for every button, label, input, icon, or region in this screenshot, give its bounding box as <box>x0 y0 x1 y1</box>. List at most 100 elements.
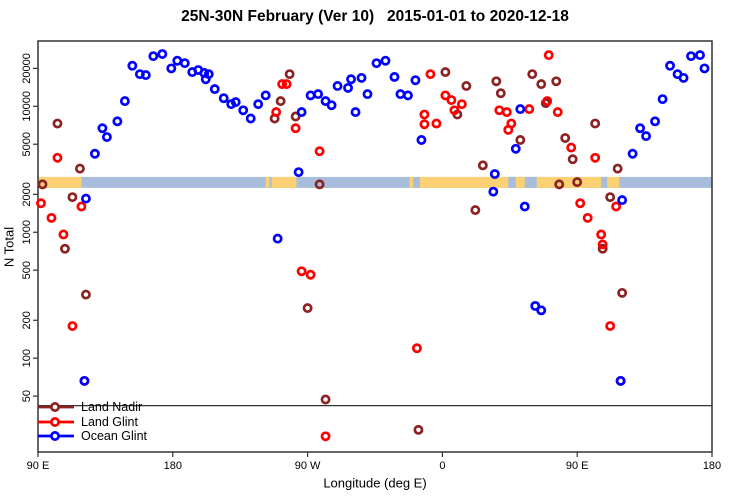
map-band-land <box>38 176 82 188</box>
data-point-land-nadir <box>617 287 628 298</box>
data-point-ocean-glint <box>326 100 337 111</box>
data-point-land-nadir <box>413 424 424 435</box>
data-point-ocean-glint <box>166 63 177 74</box>
map-band-land <box>419 176 620 188</box>
data-point-ocean-glint <box>260 90 271 101</box>
data-point-land-nadir <box>320 394 331 405</box>
data-point-land-glint <box>431 118 442 129</box>
data-point-ocean-glint <box>678 72 689 83</box>
data-point-ocean-glint <box>416 135 427 145</box>
data-point-land-glint <box>419 119 430 130</box>
data-point-ocean-glint <box>238 105 249 116</box>
data-point-ocean-glint <box>157 49 168 59</box>
data-point-ocean-glint <box>101 132 112 143</box>
data-point-land-glint <box>494 105 505 116</box>
map-band-land <box>271 176 297 188</box>
data-point-land-nadir <box>605 192 616 203</box>
legend-item-land-glint: Land Glint <box>38 415 147 430</box>
data-point-land-glint <box>440 90 451 101</box>
data-point-ocean-glint <box>332 81 343 91</box>
map-band-ocean-inlet <box>524 176 537 188</box>
data-point-ocean-glint <box>172 55 183 66</box>
data-point-land-glint <box>597 239 608 250</box>
data-point-land-glint <box>590 152 601 163</box>
data-point-land-glint <box>320 431 331 442</box>
data-point-ocean-glint <box>665 60 676 71</box>
data-point-ocean-glint <box>293 167 304 178</box>
data-point-ocean-glint <box>488 186 499 197</box>
data-point-ocean-glint <box>127 60 138 71</box>
data-point-land-glint <box>58 229 69 240</box>
data-point-land-nadir <box>67 192 78 203</box>
data-point-land-nadir <box>470 205 481 216</box>
data-point-land-glint <box>52 152 63 163</box>
data-point-land-glint <box>446 95 457 106</box>
data-point-land-nadir <box>302 303 313 314</box>
data-point-ocean-glint <box>686 51 696 62</box>
data-point-land-nadir <box>314 179 325 190</box>
data-point-land-nadir <box>461 81 472 91</box>
data-point-land-nadir <box>495 88 506 99</box>
data-point-land-glint <box>271 107 282 118</box>
map-band-land <box>265 176 270 188</box>
data-point-ocean-glint <box>695 50 705 61</box>
data-point-land-nadir <box>37 179 48 190</box>
data-point-land-glint <box>552 107 563 118</box>
y-tick-label: 500 <box>21 261 33 279</box>
data-point-land-nadir <box>290 111 301 122</box>
data-point-land-nadir <box>554 179 565 190</box>
data-point-land-nadir <box>560 133 571 143</box>
data-point-ocean-glint <box>410 75 421 86</box>
x-tick-label: 180 <box>164 460 182 472</box>
data-point-ocean-glint <box>305 90 316 101</box>
data-point-land-glint <box>449 105 460 116</box>
data-point-land-nadir <box>52 118 63 129</box>
legend-item-land-nadir: Land Nadir <box>38 400 147 415</box>
data-point-land-glint <box>543 50 554 61</box>
data-point-ocean-glint <box>148 51 159 62</box>
map-band-ocean-inlet <box>508 176 516 188</box>
data-point-ocean-glint <box>356 72 367 83</box>
data-point-land-glint <box>596 229 607 240</box>
data-point-ocean-glint <box>536 305 547 316</box>
data-point-ocean-glint <box>515 104 526 115</box>
data-point-ocean-glint <box>530 300 541 311</box>
data-point-land-nadir <box>572 177 583 188</box>
x-tick-label: 90 E <box>566 460 589 472</box>
data-point-land-glint <box>281 79 292 90</box>
data-point-ocean-glint <box>635 123 646 134</box>
data-point-land-glint <box>67 321 78 332</box>
plot-box <box>37 40 713 453</box>
data-point-ocean-glint <box>97 123 108 134</box>
data-point-ocean-glint <box>346 74 356 85</box>
y-tick-label: 10000 <box>21 91 33 122</box>
x-tick-label: 90 E <box>27 460 50 472</box>
data-point-land-glint <box>46 212 57 223</box>
data-point-land-glint <box>296 266 307 277</box>
data-point-ocean-glint <box>80 193 91 204</box>
data-point-land-nadir <box>597 243 608 254</box>
data-point-land-glint <box>277 79 288 90</box>
data-point-land-glint <box>456 99 467 110</box>
data-point-land-nadir <box>491 76 502 87</box>
data-point-land-nadir <box>74 163 85 174</box>
data-point-ocean-glint <box>371 58 382 69</box>
data-point-land-nadir <box>536 79 547 90</box>
data-point-land-glint <box>411 343 422 354</box>
data-point-ocean-glint <box>489 169 500 179</box>
data-point-land-nadir <box>527 69 538 80</box>
data-point-land-glint <box>36 198 46 209</box>
data-point-land-glint <box>582 212 593 223</box>
y-tick-label: 1000 <box>21 220 33 244</box>
data-point-land-glint <box>575 198 586 209</box>
data-point-ocean-glint <box>627 148 638 159</box>
data-point-land-nadir <box>284 69 295 80</box>
data-point-ocean-glint <box>245 113 256 124</box>
data-point-ocean-glint <box>615 375 626 386</box>
data-point-land-glint <box>425 69 436 80</box>
x-tick-label: 0 <box>439 460 445 472</box>
data-point-land-glint <box>76 201 87 212</box>
map-band-land <box>409 176 414 188</box>
data-point-ocean-glint <box>510 143 521 154</box>
